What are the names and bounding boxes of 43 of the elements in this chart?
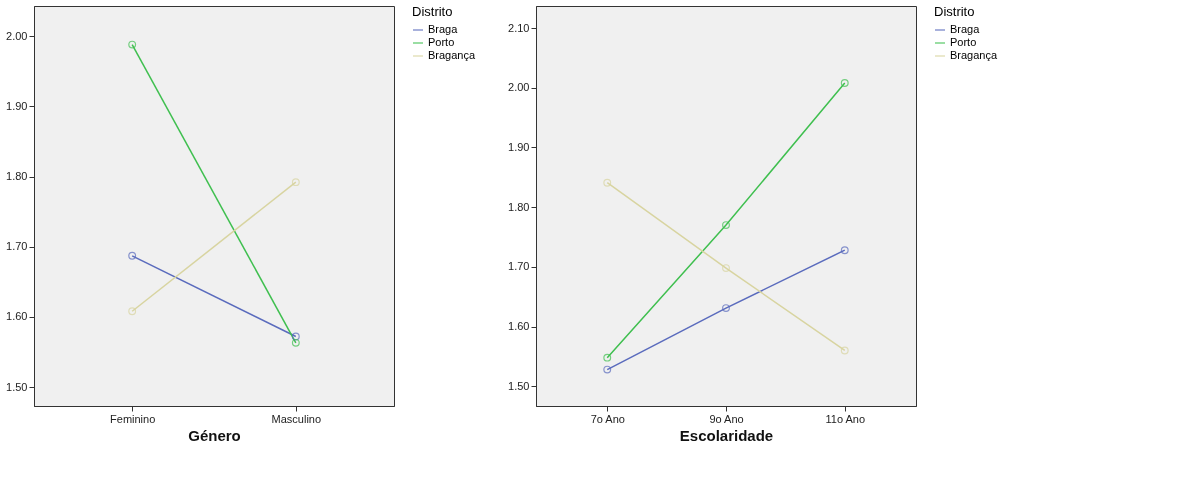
y-tick-label: 1.60 <box>508 320 530 333</box>
y-tick-label: 1.80 <box>508 200 530 213</box>
legend-label: Porto <box>950 36 977 48</box>
y-tick-label: 1.70 <box>6 240 28 253</box>
y-tick-label: 2.10 <box>508 21 530 34</box>
y-tick-label: 2.00 <box>6 29 28 42</box>
y-tick-label: 2.00 <box>508 81 530 94</box>
point <box>128 307 137 316</box>
legend-label: Porto <box>428 36 455 48</box>
y-tick-label: 1.60 <box>6 310 28 323</box>
legend-title: Distrito <box>934 4 975 19</box>
y-tick-label: 1.80 <box>6 170 28 183</box>
point <box>291 332 300 341</box>
y-tick-label: 1.90 <box>6 99 28 112</box>
x-tick-label: 11o Ano <box>825 412 866 425</box>
point <box>128 251 137 260</box>
point <box>840 346 849 355</box>
x-tick-label: Feminino <box>110 412 156 425</box>
point <box>840 79 849 87</box>
legend-label: Braga <box>428 23 459 35</box>
x-tick-label: 9o Ano <box>709 412 744 425</box>
legend-label: Braga <box>950 23 981 35</box>
legend-title: Distrito <box>412 4 453 19</box>
x-tick-label: 7o Ano <box>590 412 625 425</box>
x-tick-label: Masculino <box>271 412 322 425</box>
x-axis-title: Género <box>188 426 241 444</box>
point <box>722 264 730 273</box>
x-axis-title: Escolaridade <box>679 426 774 444</box>
point <box>722 304 730 313</box>
point <box>603 353 612 362</box>
y-tick-label: 1.50 <box>6 380 28 393</box>
y-tick-label: 1.70 <box>508 260 530 273</box>
y-tick-label: 1.50 <box>508 379 530 392</box>
y-tick-label: 1.90 <box>508 140 530 153</box>
point <box>291 178 300 187</box>
legend-label: Bragança <box>428 49 476 61</box>
point <box>128 40 137 49</box>
point <box>291 338 300 347</box>
point <box>840 246 849 255</box>
legend-label: Bragança <box>950 49 998 61</box>
point <box>603 178 612 187</box>
point <box>603 365 612 374</box>
point <box>722 221 730 230</box>
